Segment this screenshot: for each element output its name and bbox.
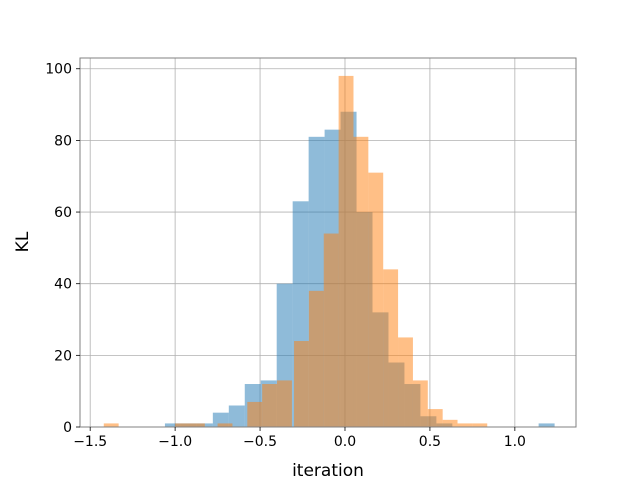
x-tick-label: −0.5	[243, 434, 277, 450]
x-tick-label: 1.0	[504, 434, 526, 450]
y-tick-label: 20	[54, 348, 72, 364]
histogram-bar-series-1	[228, 405, 245, 427]
histogram-bar-series-1	[538, 423, 555, 427]
histogram-bar-series-2	[353, 136, 369, 427]
x-tick-label: −1.0	[158, 434, 192, 450]
histogram-bar-series-2	[427, 409, 443, 427]
histogram-bar-series-2	[457, 423, 473, 427]
axis-ticks: −1.5 −1.0 −0.5 0.0 0.5 1.0 0 20 40 60 80 100	[45, 62, 526, 450]
histogram-bar-series-2	[175, 423, 190, 427]
histogram-bar-series-1	[164, 423, 181, 427]
histogram-bar-series-2	[412, 380, 428, 427]
histogram-bar-series-2	[368, 172, 384, 427]
y-tick-label: 80	[54, 133, 72, 149]
y-tick-label: 60	[54, 205, 72, 221]
histogram-bar-series-2	[308, 290, 324, 427]
histogram-bar-series-2	[383, 269, 399, 427]
plot-frame	[79, 57, 577, 428]
histogram-bar-series-2	[442, 419, 458, 427]
y-tick-label: 40	[54, 277, 72, 293]
x-tick-label: −1.5	[73, 434, 107, 450]
x-tick-label: 0.5	[419, 434, 441, 450]
histogram-bar-series-2	[247, 401, 263, 427]
histogram-bar-series-2	[189, 423, 205, 427]
histogram-bar-series-2	[338, 75, 354, 427]
histogram-bar-series-2	[472, 423, 488, 427]
histogram-bar-series-2	[294, 341, 309, 427]
x-axis-label: iteration	[292, 461, 364, 480]
histogram-bar-series-2	[277, 380, 292, 427]
histogram-bar-series-2	[262, 384, 278, 427]
histogram-bar-series-2	[103, 423, 119, 427]
histogram-bars	[103, 75, 555, 428]
y-axis-label: KL	[13, 231, 33, 252]
y-tick-label: 0	[63, 420, 72, 436]
x-tick-label: 0.0	[334, 434, 356, 450]
histogram-bar-series-2	[217, 423, 233, 427]
y-tick-label: 100	[45, 62, 72, 78]
histogram-bar-series-2	[398, 337, 413, 427]
histogram-bar-series-2	[323, 233, 339, 427]
